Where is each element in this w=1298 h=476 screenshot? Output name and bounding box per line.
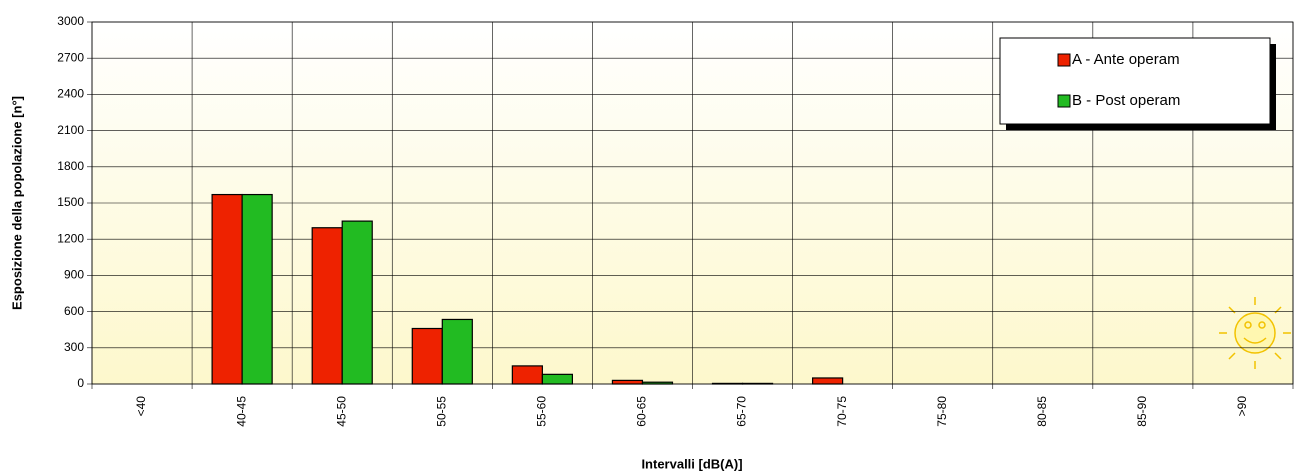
y-tick-label: 1200 [57,231,84,245]
y-tick-label: 900 [64,268,84,282]
y-tick-label: 1500 [57,195,84,209]
x-tick-label: <40 [134,396,148,417]
x-tick-label: >90 [1235,396,1249,417]
x-tick-label: 70-75 [835,396,849,427]
sun [1219,297,1291,369]
bar [211,193,243,385]
x-tick-label: 60-65 [635,396,649,427]
y-tick-label: 600 [64,304,84,318]
legend [999,37,1271,125]
x-axis-label: Intervalli [dB(A)] [641,456,742,471]
y-axis-label: Esposizione della popolazione [n°] [9,96,24,310]
plot-border [91,21,1294,385]
x-tick-label: 55-60 [535,396,549,427]
x-tick-label: 65-70 [735,396,749,427]
bar [741,382,774,385]
x-tick-label: 50-55 [434,396,448,427]
y-tick-label: 0 [77,376,84,390]
y-tick-label: 2700 [57,50,84,64]
y-tick-label: 3000 [57,14,84,28]
bar [811,377,844,385]
x-tick-label: 80-85 [1035,396,1049,427]
legend-label: A - Ante operam [1072,51,1180,68]
bar [311,227,343,385]
bar [441,318,473,385]
x-tick-label: 45-50 [334,396,348,427]
bar [711,382,744,385]
legend-label: B - Post operam [1072,92,1180,109]
bar [541,373,573,385]
y-tick-label: 300 [64,340,84,354]
bar [611,379,644,385]
x-tick-label: 40-45 [234,396,248,427]
x-tick-label: 85-90 [1135,396,1149,427]
legend-swatch [1057,94,1071,108]
bar [511,365,543,385]
y-tick-label: 1800 [57,159,84,173]
bar [341,220,373,385]
legend-swatch [1057,53,1071,67]
bar [411,327,443,385]
bar [641,381,674,385]
y-tick-label: 2400 [57,87,84,101]
x-tick-label: 75-80 [935,396,949,427]
bar [241,193,273,385]
y-tick-label: 2100 [57,123,84,137]
